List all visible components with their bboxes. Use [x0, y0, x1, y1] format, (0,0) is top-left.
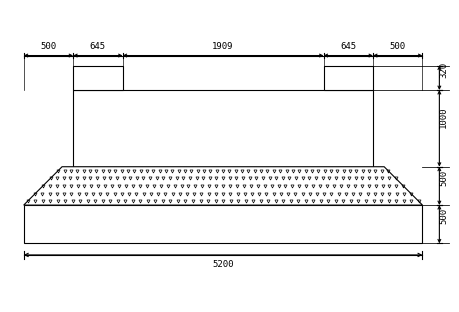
Text: 645: 645 — [90, 42, 106, 51]
Text: 500: 500 — [40, 42, 56, 51]
Text: 500: 500 — [389, 42, 405, 51]
Bar — [73, 66, 123, 90]
Polygon shape — [24, 167, 421, 205]
Text: 500: 500 — [438, 208, 447, 224]
Bar — [24, 205, 421, 243]
Text: 500: 500 — [438, 170, 447, 186]
Text: 1000: 1000 — [438, 107, 447, 129]
Text: 320: 320 — [438, 62, 447, 78]
Text: 1909: 1909 — [212, 42, 233, 51]
Text: 645: 645 — [340, 42, 356, 51]
Bar — [73, 90, 372, 167]
Bar — [323, 66, 372, 90]
Text: 5200: 5200 — [212, 260, 233, 269]
